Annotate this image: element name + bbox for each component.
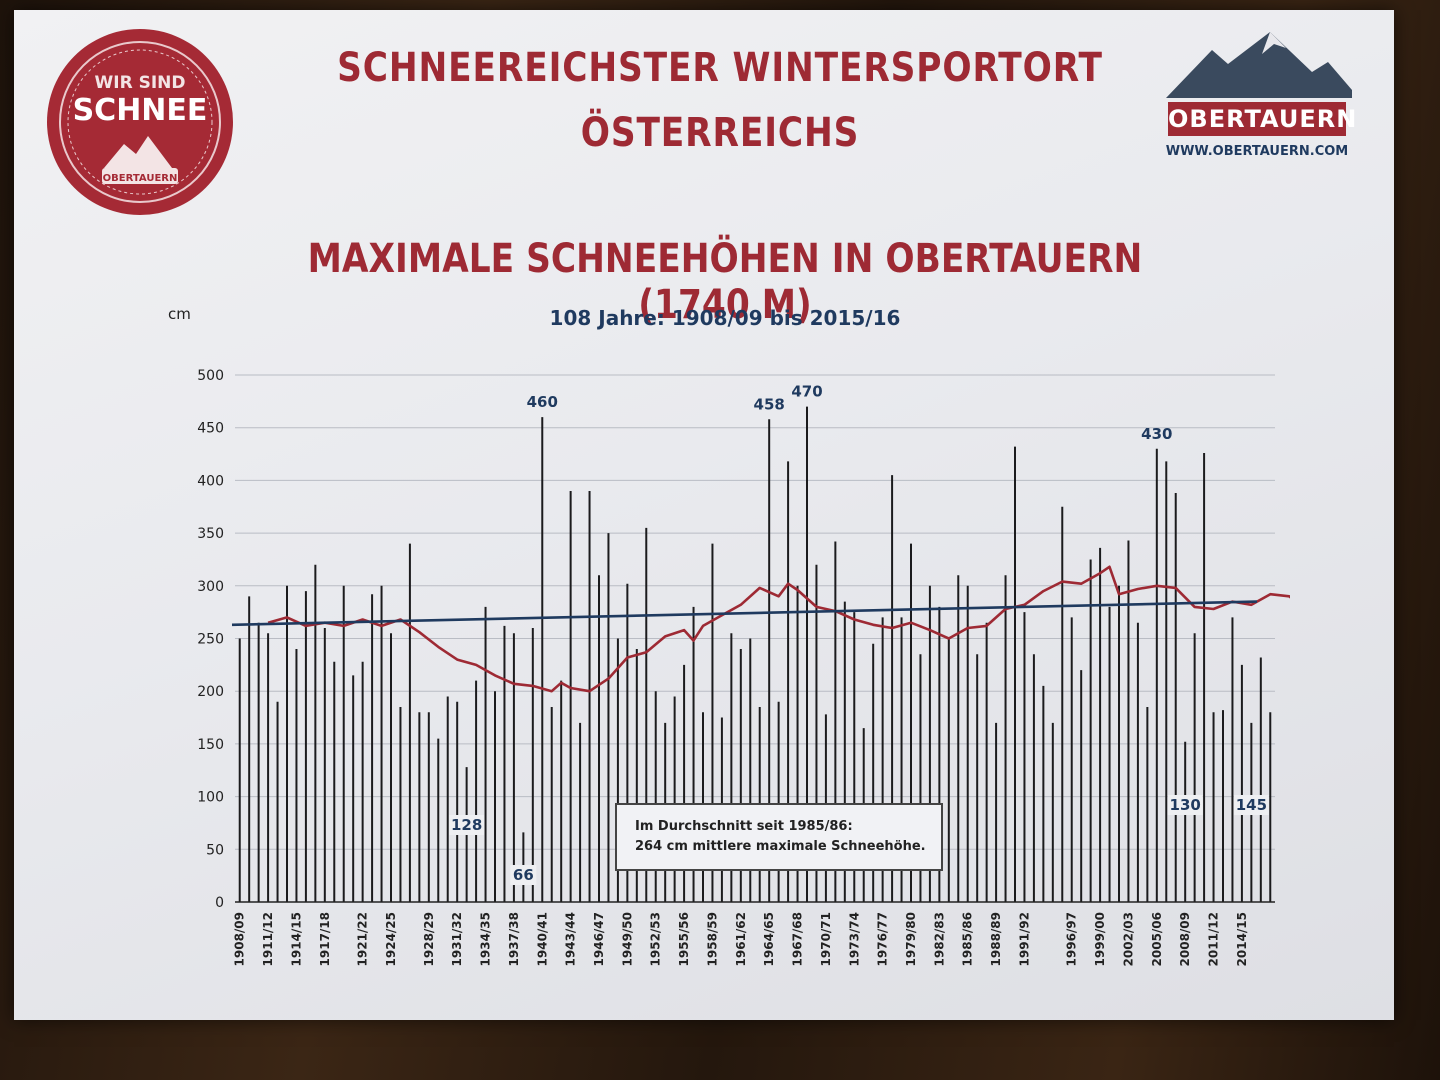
annotation-label: 145 [1236,796,1267,814]
y-tick-label: 300 [197,579,224,595]
x-tick-label: 1914/15 [289,912,303,966]
x-tick-label: 1921/22 [356,912,370,966]
average-line [231,600,1258,627]
x-tick-label: 1991/92 [1017,912,1031,966]
y-tick-label: 0 [215,895,224,911]
page-title-line1: SCHNEEREICHSTER WINTERSPORTORT [337,45,1103,91]
x-tick-label: 2014/15 [1235,912,1249,966]
x-tick-label: 1934/35 [479,912,493,966]
x-tick-label: 1976/77 [876,912,890,966]
x-tick-label: 1949/50 [620,912,634,966]
annotation-label: 430 [1141,425,1172,443]
logo-name: OBERTAUERN [1168,102,1356,136]
annotation-label: 130 [1170,796,1201,814]
x-tick-label: 1958/59 [705,912,719,966]
annotation-label: 470 [791,383,822,401]
y-tick-label: 200 [197,684,224,700]
x-tick-label: 1967/68 [791,912,805,966]
chart-title: MAXIMALE SCHNEEHÖHEN IN OBERTAUERN (1740… [307,236,1143,328]
average-note-line2: 264 cm mittlere maximale Schneehöhe. [635,839,926,854]
x-tick-label: 2005/06 [1150,912,1164,966]
x-tick-label: 2008/09 [1178,912,1192,966]
x-tick-label: 1911/12 [261,912,275,966]
y-tick-label: 500 [197,368,224,384]
x-tick-label: 1924/25 [384,912,398,966]
x-tick-label: 1940/41 [535,912,549,966]
page-title-line2: ÖSTERREICHS [580,110,860,156]
x-tick-label: 1982/83 [932,912,946,966]
x-tick-label: 1996/97 [1065,912,1079,966]
svg-text:WIR SIND: WIR SIND [95,73,186,93]
x-tick-label: 2002/03 [1121,912,1135,966]
y-axis-unit: cm [168,305,191,323]
y-tick-label: 150 [197,737,224,753]
annotation-label: 128 [451,816,482,834]
y-tick-label: 400 [197,473,224,489]
average-note: Im Durchschnitt seit 1985/86: 264 cm mit… [615,803,943,871]
x-tick-label: 1999/00 [1093,912,1107,966]
x-tick-label: 1928/29 [422,912,436,966]
svg-text:SCHNEE: SCHNEE [73,93,208,128]
wir-sind-schnee-seal: WIR SIND SCHNEE OBERTAUERN [47,29,233,215]
y-tick-label: 100 [197,790,224,806]
annotation-label: 460 [527,393,558,411]
annotation-bg [1233,795,1269,815]
annotation-bg [449,815,485,835]
x-tick-label: 1961/62 [734,912,748,966]
x-tick-label: 1973/74 [847,912,861,966]
logo-url[interactable]: WWW.OBERTAUERN.COM [1165,144,1349,159]
x-tick-label: 1985/86 [961,912,975,966]
svg-text:OBERTAUERN: OBERTAUERN [103,173,178,184]
x-tick-label: 1908/09 [233,912,247,966]
y-tick-label: 250 [197,632,224,648]
y-tick-label: 50 [206,842,224,858]
moving-average-line [267,565,1290,693]
obertauern-logo: OBERTAUERN WWW.OBERTAUERN.COM [1162,28,1356,168]
x-tick-label: 1952/53 [649,912,663,966]
x-tick-label: 1970/71 [819,912,833,966]
snow-depth-chart: 0 50 100 150 200 250 300 350 400 450 500 1908/09 191… [197,368,1290,966]
x-tick-label: 1979/80 [904,912,918,966]
average-note-line1: Im Durchschnitt seit 1985/86: [635,819,853,834]
annotation-label: 458 [754,395,785,413]
x-tick-label: 1943/44 [564,912,578,966]
x-tick-label: 1988/89 [989,912,1003,966]
annotation-bg [510,865,537,885]
x-tick-label: 1917/18 [318,912,332,966]
x-tick-label: 1964/65 [762,912,776,966]
x-tick-label: 1946/47 [592,912,606,966]
x-tick-label: 1937/38 [507,912,521,966]
mountain-icon [1166,32,1352,98]
annotation-label: 66 [513,866,534,884]
x-tick-label: 1955/56 [677,912,691,966]
x-tick-label: 2011/12 [1207,912,1221,966]
x-tick-label: 1931/32 [450,912,464,966]
annotation-bg [1167,795,1203,815]
chart-subtitle: 108 Jahre: 1908/09 bis 2015/16 [549,306,901,330]
y-tick-label: 350 [197,526,224,542]
y-tick-label: 450 [197,421,224,437]
